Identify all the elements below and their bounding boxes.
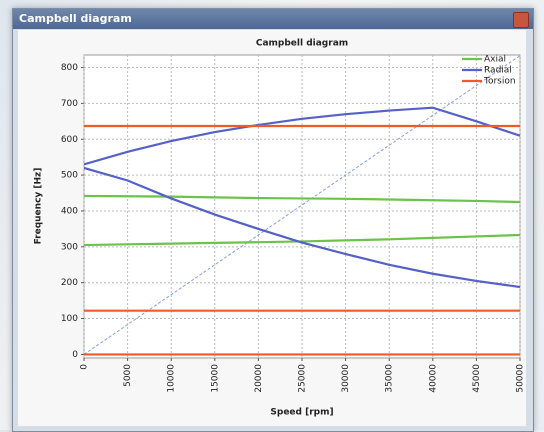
x-tick-label: 0 <box>80 364 90 370</box>
series-line <box>84 106 520 166</box>
legend-label: Axial <box>484 55 506 65</box>
x-tick-label: 15000 <box>210 364 220 393</box>
x-tick-label: 10000 <box>167 364 177 393</box>
y-tick-label: 0 <box>72 350 78 360</box>
x-axis-label: Speed [rpm] <box>270 408 333 418</box>
y-tick-label: 800 <box>61 63 78 73</box>
x-tick-label: 40000 <box>428 364 438 393</box>
x-tick-label: 25000 <box>298 364 308 393</box>
close-button[interactable] <box>513 12 529 28</box>
legend-label: Torsion <box>483 77 516 87</box>
y-axis-label: Frequency [Hz] <box>34 168 44 245</box>
series-line <box>84 194 520 204</box>
x-tick-label: 45000 <box>472 364 482 393</box>
title-bar: Campbell diagram <box>13 9 533 29</box>
y-tick-label: 200 <box>61 278 78 288</box>
x-tick-label: 35000 <box>385 364 395 393</box>
legend-label: Radial <box>484 66 512 76</box>
y-tick-label: 600 <box>61 135 78 145</box>
window-title: Campbell diagram <box>19 12 132 25</box>
x-tick-label: 20000 <box>254 364 264 393</box>
x-tick-label: 5000 <box>123 364 133 387</box>
y-tick-label: 400 <box>61 206 78 216</box>
x-tick-label: 50000 <box>516 364 526 393</box>
y-tick-label: 500 <box>61 171 78 181</box>
y-tick-label: 300 <box>61 242 78 252</box>
y-tick-label: 100 <box>61 314 78 324</box>
order-line <box>84 55 520 355</box>
x-tick-label: 30000 <box>341 364 351 393</box>
y-tick-label: 700 <box>61 99 78 109</box>
series-line <box>84 166 520 289</box>
chart-title: Campbell diagram <box>256 39 348 49</box>
